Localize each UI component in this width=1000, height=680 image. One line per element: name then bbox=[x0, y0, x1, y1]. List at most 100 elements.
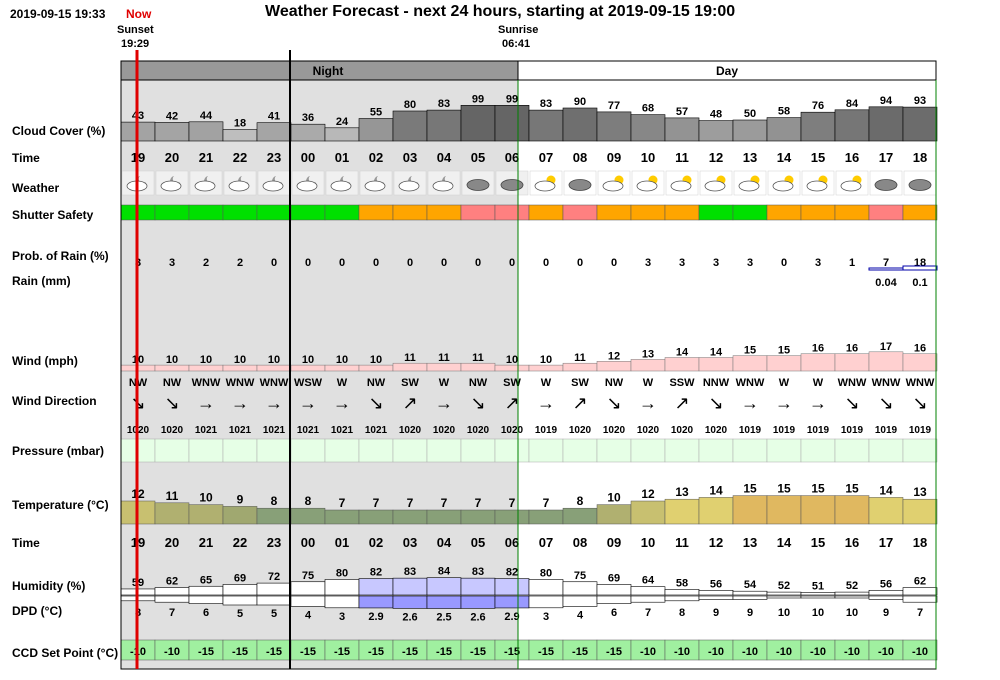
ccd-value: -10 bbox=[674, 646, 690, 658]
humidity-bar bbox=[426, 577, 462, 596]
wind-bar bbox=[596, 361, 632, 372]
cloud-value: 55 bbox=[370, 107, 382, 119]
dpd-bar bbox=[902, 595, 938, 603]
humidity-bar bbox=[154, 587, 190, 596]
time-label: 12 bbox=[709, 150, 723, 165]
cloudy-icon bbox=[500, 179, 524, 191]
pressure-cell bbox=[324, 438, 360, 463]
humidity-bar bbox=[868, 589, 904, 596]
time-label: 20 bbox=[165, 150, 179, 165]
dpd-bar bbox=[562, 595, 598, 607]
label-shutter-safety: Shutter Safety bbox=[12, 208, 94, 222]
ccd-value: -15 bbox=[402, 646, 418, 658]
page-title: Weather Forecast - next 24 hours, starti… bbox=[265, 3, 736, 20]
time-label-bottom: 14 bbox=[777, 535, 792, 550]
dpd-bar bbox=[426, 595, 462, 609]
wind-bar bbox=[664, 357, 700, 372]
time-label-bottom: 10 bbox=[641, 535, 655, 550]
time-label-bottom: 03 bbox=[403, 535, 417, 550]
temperature-bar bbox=[154, 502, 190, 525]
label-pressure: Pressure (mbar) bbox=[12, 444, 105, 458]
pressure-cell bbox=[358, 438, 394, 463]
label-weather: Weather bbox=[12, 181, 60, 195]
cloud-bar bbox=[154, 122, 190, 142]
wind-direction-value: WNW bbox=[736, 377, 765, 389]
cloud-bar bbox=[664, 117, 700, 142]
humidity-value: 80 bbox=[336, 568, 348, 580]
humidity-value: 54 bbox=[744, 579, 757, 591]
cloud-bar bbox=[902, 106, 938, 142]
dpd-bar bbox=[188, 595, 224, 604]
label-wind: Wind (mph) bbox=[12, 354, 78, 368]
time-label-bottom: 20 bbox=[165, 535, 179, 550]
ccd-value: -10 bbox=[640, 646, 656, 658]
cloudy-icon bbox=[568, 179, 592, 191]
cloud-bar bbox=[460, 105, 496, 142]
pressure-cell bbox=[392, 438, 428, 463]
ccd-value: -15 bbox=[538, 646, 554, 658]
sunrise-time: 06:41 bbox=[502, 38, 531, 50]
wind-arrow-icon: → bbox=[231, 393, 249, 413]
ccd-value: -10 bbox=[776, 646, 792, 658]
shutter-cell bbox=[664, 204, 700, 221]
pressure-cell bbox=[732, 438, 768, 463]
humidity-value: 64 bbox=[642, 575, 655, 587]
humidity-value: 80 bbox=[540, 568, 552, 580]
prob-rain-value: 0 bbox=[373, 257, 379, 269]
wind-direction-value: W bbox=[813, 377, 824, 389]
prob-rain-value: 0 bbox=[509, 257, 515, 269]
dpd-bar bbox=[766, 595, 802, 599]
shutter-cell bbox=[834, 204, 870, 221]
time-label: 22 bbox=[233, 150, 247, 165]
wind-arrow-icon: ↘ bbox=[368, 393, 383, 413]
label-prob-rain: Prob. of Rain (%) bbox=[12, 249, 109, 263]
time-label-bottom: 22 bbox=[233, 535, 247, 550]
time-label: 21 bbox=[199, 150, 213, 165]
dpd-bar bbox=[664, 595, 700, 602]
wind-arrow-icon: ↘ bbox=[606, 393, 621, 413]
partly-cloudy-day-icon bbox=[636, 180, 658, 192]
temperature-bar bbox=[902, 498, 938, 525]
cloud-value: 99 bbox=[472, 93, 484, 105]
humidity-value: 75 bbox=[574, 570, 586, 582]
sunset-label: Sunset bbox=[117, 24, 154, 36]
prob-rain-value: 3 bbox=[645, 257, 651, 269]
temperature-value: 7 bbox=[339, 496, 346, 510]
humidity-bar bbox=[358, 578, 394, 596]
pressure-value: 1020 bbox=[501, 425, 524, 436]
dpd-value: 2.6 bbox=[402, 611, 417, 623]
humidity-bar bbox=[800, 592, 836, 596]
cloud-value: 83 bbox=[540, 98, 552, 110]
pressure-cell bbox=[800, 438, 836, 463]
pressure-value: 1020 bbox=[433, 425, 456, 436]
temperature-bar bbox=[460, 509, 496, 525]
wind-direction-value: WNW bbox=[192, 377, 221, 389]
pressure-cell bbox=[290, 438, 326, 463]
dpd-value: 4 bbox=[577, 609, 584, 621]
prob-rain-value: 3 bbox=[679, 257, 685, 269]
dpd-bar bbox=[358, 595, 394, 609]
wind-value: 10 bbox=[370, 354, 382, 366]
wind-direction-value: SSW bbox=[669, 377, 695, 389]
pressure-cell bbox=[222, 438, 258, 463]
partly-cloudy-day-icon bbox=[534, 180, 556, 192]
dpd-bar bbox=[698, 595, 734, 600]
dpd-value: 7 bbox=[169, 607, 175, 619]
humidity-bar bbox=[698, 589, 734, 596]
dpd-bar bbox=[222, 595, 258, 606]
shutter-cell bbox=[324, 204, 360, 221]
label-ccd: CCD Set Point (°C) bbox=[12, 646, 119, 660]
dpd-value: 7 bbox=[917, 607, 923, 619]
time-label: 06 bbox=[505, 150, 519, 165]
prob-rain-value: 0 bbox=[781, 257, 787, 269]
shutter-cell bbox=[426, 204, 462, 221]
time-label-bottom: 13 bbox=[743, 535, 757, 550]
wind-arrow-icon: ↗ bbox=[674, 393, 689, 413]
pressure-cell bbox=[256, 438, 292, 463]
wind-direction-value: W bbox=[337, 377, 348, 389]
pressure-cell bbox=[902, 438, 938, 463]
wind-direction-value: WNW bbox=[872, 377, 901, 389]
temperature-bar bbox=[562, 507, 598, 525]
